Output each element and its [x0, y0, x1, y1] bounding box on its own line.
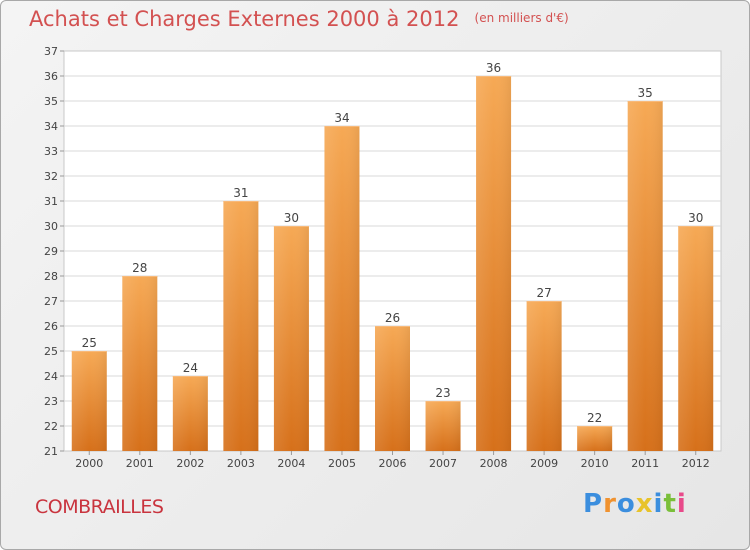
bar-shine — [577, 426, 613, 451]
data-label: 35 — [638, 86, 653, 100]
data-label: 31 — [233, 186, 248, 200]
bar-shine — [425, 401, 461, 451]
y-tick-label: 37 — [44, 45, 58, 58]
y-tick-label: 28 — [44, 270, 58, 283]
bar-shine — [172, 376, 208, 451]
y-tick-label: 29 — [44, 245, 58, 258]
y-tick-label: 33 — [44, 145, 58, 158]
y-tick-label: 34 — [44, 120, 58, 133]
y-tick-label: 27 — [44, 295, 58, 308]
x-tick-label: 2009 — [530, 457, 558, 470]
bar-shine — [476, 76, 512, 451]
logo-letter: P — [583, 489, 604, 519]
data-label: 26 — [385, 311, 400, 325]
bar-shine — [627, 101, 663, 451]
x-tick-label: 2005 — [328, 457, 356, 470]
y-tick-label: 31 — [44, 195, 58, 208]
chart-unit-note: (en milliers d'€) — [474, 11, 569, 25]
y-tick-label: 32 — [44, 170, 58, 183]
x-tick-label: 2000 — [75, 457, 103, 470]
x-tick-label: 2007 — [429, 457, 457, 470]
bar-shine — [526, 301, 562, 451]
y-tick-label: 24 — [44, 370, 58, 383]
data-label: 28 — [132, 261, 147, 275]
x-tick-label: 2012 — [682, 457, 710, 470]
labels: 21 22 23 24 25 26 27 28 29 30 31 32 33 34 35 36 37 25 2000… — [44, 45, 710, 470]
data-label: 23 — [435, 386, 450, 400]
y-tick-label: 30 — [44, 220, 58, 233]
data-label: 25 — [82, 336, 97, 350]
bar-shine — [71, 351, 107, 451]
commune-name: COMBRAILLES — [35, 496, 164, 518]
y-tick-label: 23 — [44, 395, 58, 408]
x-tick-label: 2003 — [227, 457, 255, 470]
x-tick-label: 2001 — [126, 457, 154, 470]
logo-letter: r — [603, 489, 617, 519]
y-tick-label: 25 — [44, 345, 58, 358]
logo-letter: t — [663, 489, 677, 519]
data-label: 22 — [587, 411, 602, 425]
logo-letter: i — [676, 489, 687, 519]
x-tick-label: 2008 — [480, 457, 508, 470]
y-tick-label: 35 — [44, 95, 58, 108]
data-label: 36 — [486, 61, 501, 75]
x-tick-label: 2006 — [379, 457, 407, 470]
logo-letter: i — [653, 489, 664, 519]
x-tick-label: 2010 — [581, 457, 609, 470]
bar-shine — [273, 226, 309, 451]
x-tick-label: 2004 — [277, 457, 305, 470]
bar-shine — [678, 226, 714, 451]
x-tick-label: 2011 — [631, 457, 659, 470]
title-row: Achats et Charges Externes 2000 à 2012 (… — [29, 7, 569, 31]
data-label: 34 — [334, 111, 349, 125]
chart-title: Achats et Charges Externes 2000 à 2012 — [29, 7, 460, 31]
proxiti-logo: Proxiti — [583, 489, 687, 519]
y-tick-label: 36 — [44, 70, 58, 83]
data-label: 27 — [536, 286, 551, 300]
bar-shine — [324, 126, 360, 451]
data-label: 30 — [688, 211, 703, 225]
y-tick-label: 21 — [44, 445, 58, 458]
y-tick-label: 22 — [44, 420, 58, 433]
y-tick-label: 26 — [44, 320, 58, 333]
data-label: 24 — [183, 361, 198, 375]
bar-shine — [375, 326, 410, 451]
logo-letter: o — [616, 489, 636, 519]
x-tick-label: 2002 — [176, 457, 204, 470]
bars — [71, 76, 714, 451]
logo-letter: x — [635, 489, 654, 519]
bar-shine — [122, 276, 158, 451]
data-label: 30 — [284, 211, 299, 225]
bar-shine — [223, 201, 259, 451]
